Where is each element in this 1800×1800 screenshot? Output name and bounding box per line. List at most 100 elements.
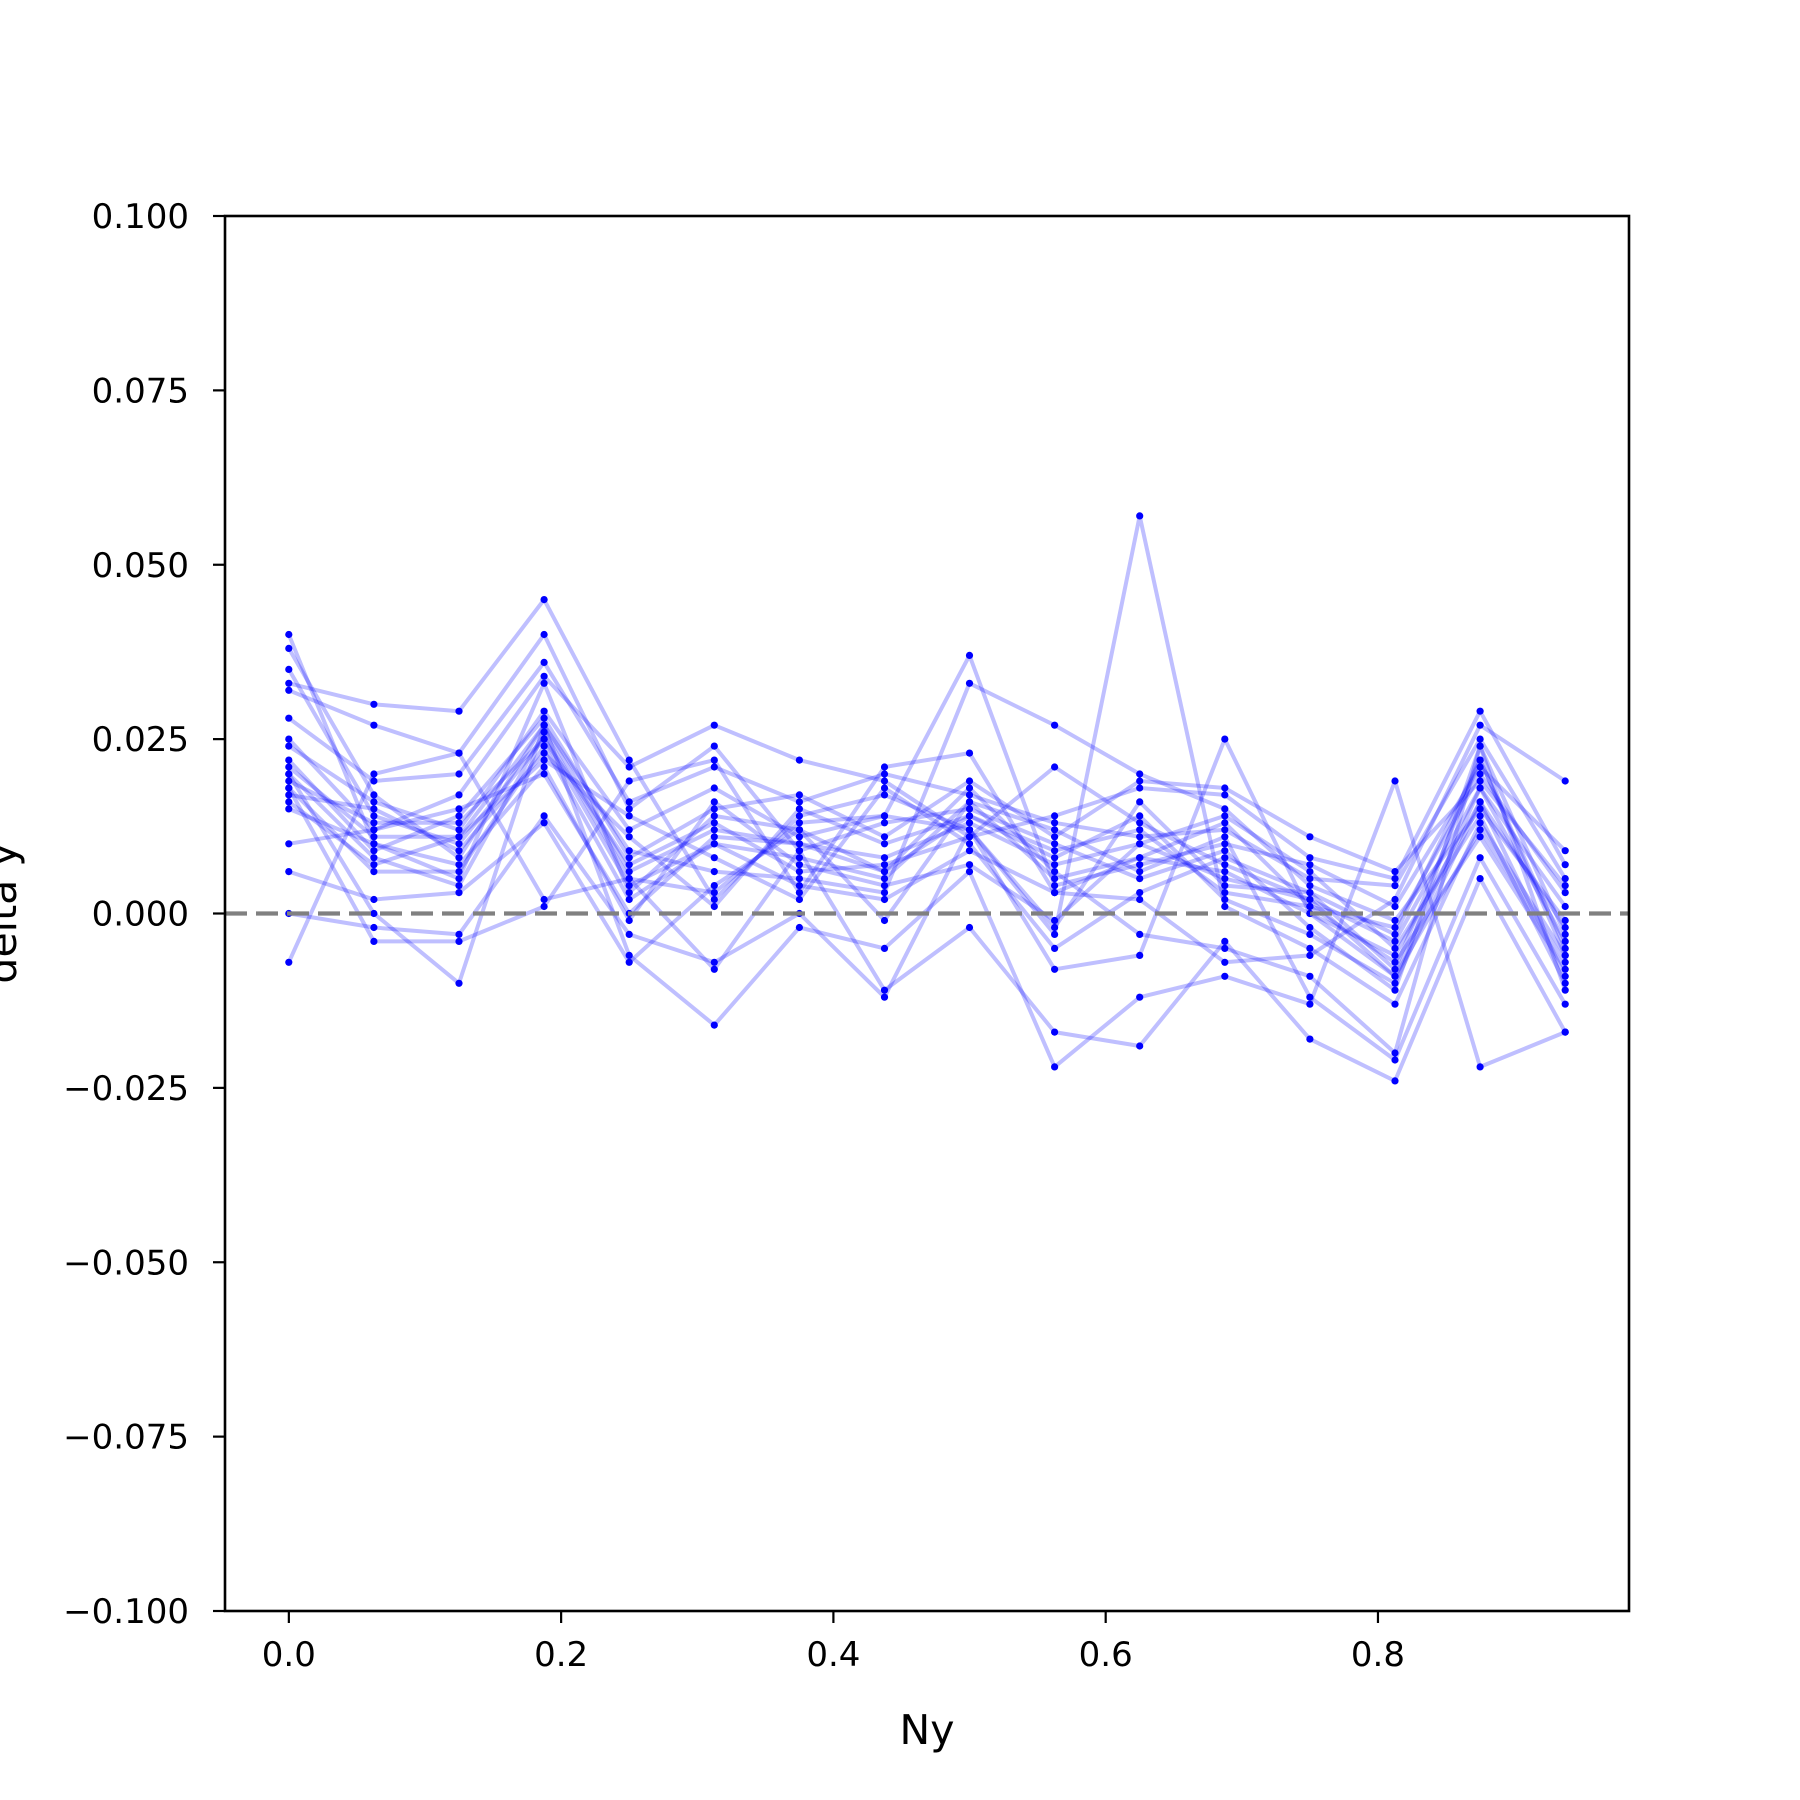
- data-point: [625, 805, 633, 813]
- series-line: [287, 716, 1567, 887]
- data-point: [880, 895, 889, 904]
- data-point: [1221, 944, 1229, 953]
- data-point: [880, 770, 889, 778]
- data-point: [625, 833, 633, 841]
- data-point: [880, 791, 889, 799]
- series-line: [287, 737, 1567, 979]
- data-point: [880, 944, 889, 953]
- data-point: [1221, 826, 1229, 834]
- series-line: [288, 597, 1568, 972]
- data-point: [1391, 979, 1399, 987]
- data-point: [1476, 805, 1484, 813]
- data-point: [285, 742, 293, 750]
- data-point: [795, 895, 804, 904]
- data-point: [1391, 895, 1399, 904]
- data-point: [1221, 882, 1229, 890]
- data-point: [625, 777, 633, 785]
- series-8: [285, 651, 1569, 911]
- series-line: [288, 751, 1567, 986]
- data-point: [1561, 972, 1569, 980]
- data-point: [1221, 735, 1229, 743]
- data-point: [710, 868, 718, 876]
- data-point: [1561, 882, 1569, 890]
- x-tick-label: 0.6: [1079, 1635, 1133, 1675]
- series-line: [287, 681, 1567, 923]
- data-point: [285, 770, 293, 778]
- data-point: [1561, 1028, 1569, 1036]
- data-point: [1051, 854, 1059, 862]
- data-point: [1221, 958, 1229, 966]
- data-point: [1476, 833, 1484, 841]
- data-point: [965, 805, 974, 813]
- data-point: [1136, 770, 1144, 778]
- data-point: [1476, 1063, 1484, 1071]
- data-point: [1136, 854, 1144, 862]
- data-point: [540, 721, 548, 729]
- data-point: [1051, 833, 1059, 841]
- data-point: [285, 805, 293, 813]
- data-point: [285, 714, 293, 722]
- data-point: [540, 749, 548, 757]
- data-point: [1561, 944, 1569, 953]
- y-tick-label: −0.075: [63, 1418, 189, 1458]
- data-point: [1306, 902, 1314, 911]
- data-point: [625, 868, 633, 876]
- data-point: [1051, 868, 1059, 876]
- data-point: [1476, 721, 1484, 729]
- data-point: [710, 889, 718, 897]
- data-point: [1306, 895, 1314, 904]
- data-point: [1391, 882, 1399, 890]
- series-10: [285, 679, 1569, 925]
- data-point: [710, 833, 718, 841]
- data-point: [540, 658, 548, 667]
- data-point: [540, 728, 548, 736]
- data-point: [370, 819, 378, 827]
- series-line: [288, 799, 1567, 1062]
- data-point: [795, 826, 804, 834]
- data-point: [1476, 742, 1484, 750]
- data-point: [285, 777, 293, 785]
- data-point: [880, 819, 889, 827]
- data-point: [1221, 805, 1229, 813]
- data-point: [455, 930, 463, 939]
- data-point: [1561, 979, 1569, 987]
- data-point: [1051, 847, 1059, 855]
- data-point: [625, 861, 633, 869]
- data-point: [1051, 916, 1059, 925]
- data-point: [285, 686, 293, 694]
- data-point: [965, 819, 974, 827]
- data-point: [1391, 958, 1399, 966]
- data-point: [1136, 868, 1144, 876]
- data-point: [540, 902, 548, 911]
- data-point: [540, 714, 548, 722]
- y-tick-label: −0.050: [63, 1243, 189, 1283]
- data-point: [455, 854, 463, 862]
- data-point: [1476, 812, 1484, 820]
- data-point: [710, 840, 718, 848]
- data-point: [1136, 840, 1144, 848]
- data-point: [1561, 777, 1569, 785]
- data-point: [540, 895, 548, 904]
- data-point: [285, 958, 293, 966]
- y-tick-label: −0.025: [63, 1069, 189, 1109]
- series-4: [285, 596, 1569, 973]
- series-22: [285, 721, 1569, 1071]
- data-point: [540, 819, 548, 827]
- data-point: [370, 805, 378, 813]
- data-point: [625, 847, 633, 855]
- data-point: [965, 833, 974, 841]
- data-point: [795, 819, 804, 827]
- data-point: [965, 651, 974, 660]
- data-point: [795, 854, 804, 862]
- data-point: [370, 847, 378, 855]
- data-point: [455, 749, 463, 757]
- data-point: [1051, 721, 1059, 729]
- y-tick-label: −0.100: [63, 1592, 189, 1632]
- data-point: [795, 805, 804, 813]
- data-point: [1561, 958, 1569, 966]
- data-point: [1476, 819, 1484, 827]
- data-point: [1306, 882, 1314, 890]
- data-point: [880, 784, 889, 792]
- series-21: [285, 721, 1569, 966]
- data-point: [1051, 861, 1059, 869]
